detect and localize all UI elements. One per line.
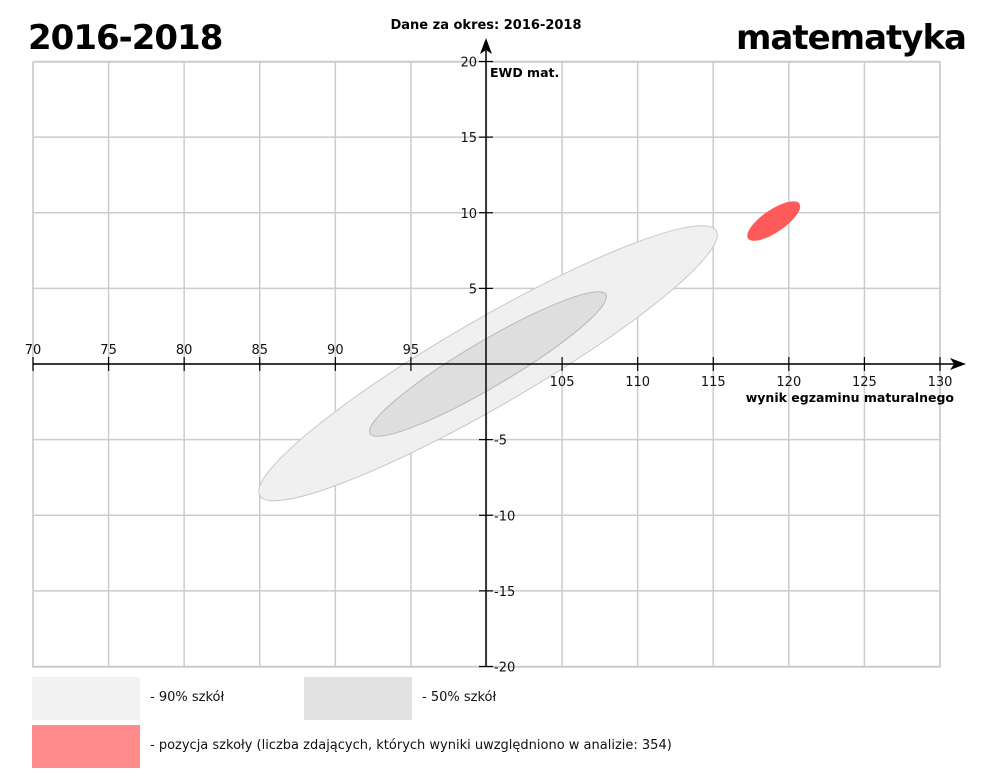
y-tick-label: 15 <box>460 131 477 146</box>
x-tick-label: 115 <box>701 375 726 390</box>
y-axis-label: EWD mat. <box>490 65 559 80</box>
x-tick-label: 80 <box>176 343 193 358</box>
y-tick-label: 5 <box>469 282 477 297</box>
x-tick-label: 130 <box>928 375 953 390</box>
x-tick-label: 90 <box>327 343 344 358</box>
legend-swatch-50 <box>304 677 412 720</box>
legend-label-90: - 90% szkół <box>150 690 224 705</box>
x-tick-label: 125 <box>852 375 877 390</box>
x-tick-label: 75 <box>100 343 117 358</box>
chart-title: Dane za okres: 2016-2018 <box>390 18 581 33</box>
legend-swatch-school <box>32 725 140 768</box>
y-tick-label: 10 <box>460 207 477 222</box>
x-tick-label: 110 <box>625 375 650 390</box>
x-tick-label: 120 <box>776 375 801 390</box>
legend-label-50: - 50% szkół <box>422 690 496 705</box>
y-tick-label: -10 <box>494 509 515 524</box>
x-tick-label: 95 <box>403 343 420 358</box>
y-tick-label: -15 <box>494 585 515 600</box>
y-tick-label: -5 <box>494 434 507 449</box>
y-tick-label: 20 <box>460 56 477 71</box>
x-axis-label: wynik egzaminu maturalnego <box>746 390 955 405</box>
y-tick-label: -20 <box>494 661 515 676</box>
school-position-ellipse <box>742 194 806 247</box>
x-tick-label: 85 <box>251 343 268 358</box>
legend-swatch-90 <box>32 677 140 720</box>
legend-label-school: - pozycja szkoły (liczba zdających, któr… <box>150 738 672 753</box>
regions <box>238 194 806 533</box>
x-tick-label: 105 <box>550 375 575 390</box>
x-tick-label: 70 <box>25 343 42 358</box>
